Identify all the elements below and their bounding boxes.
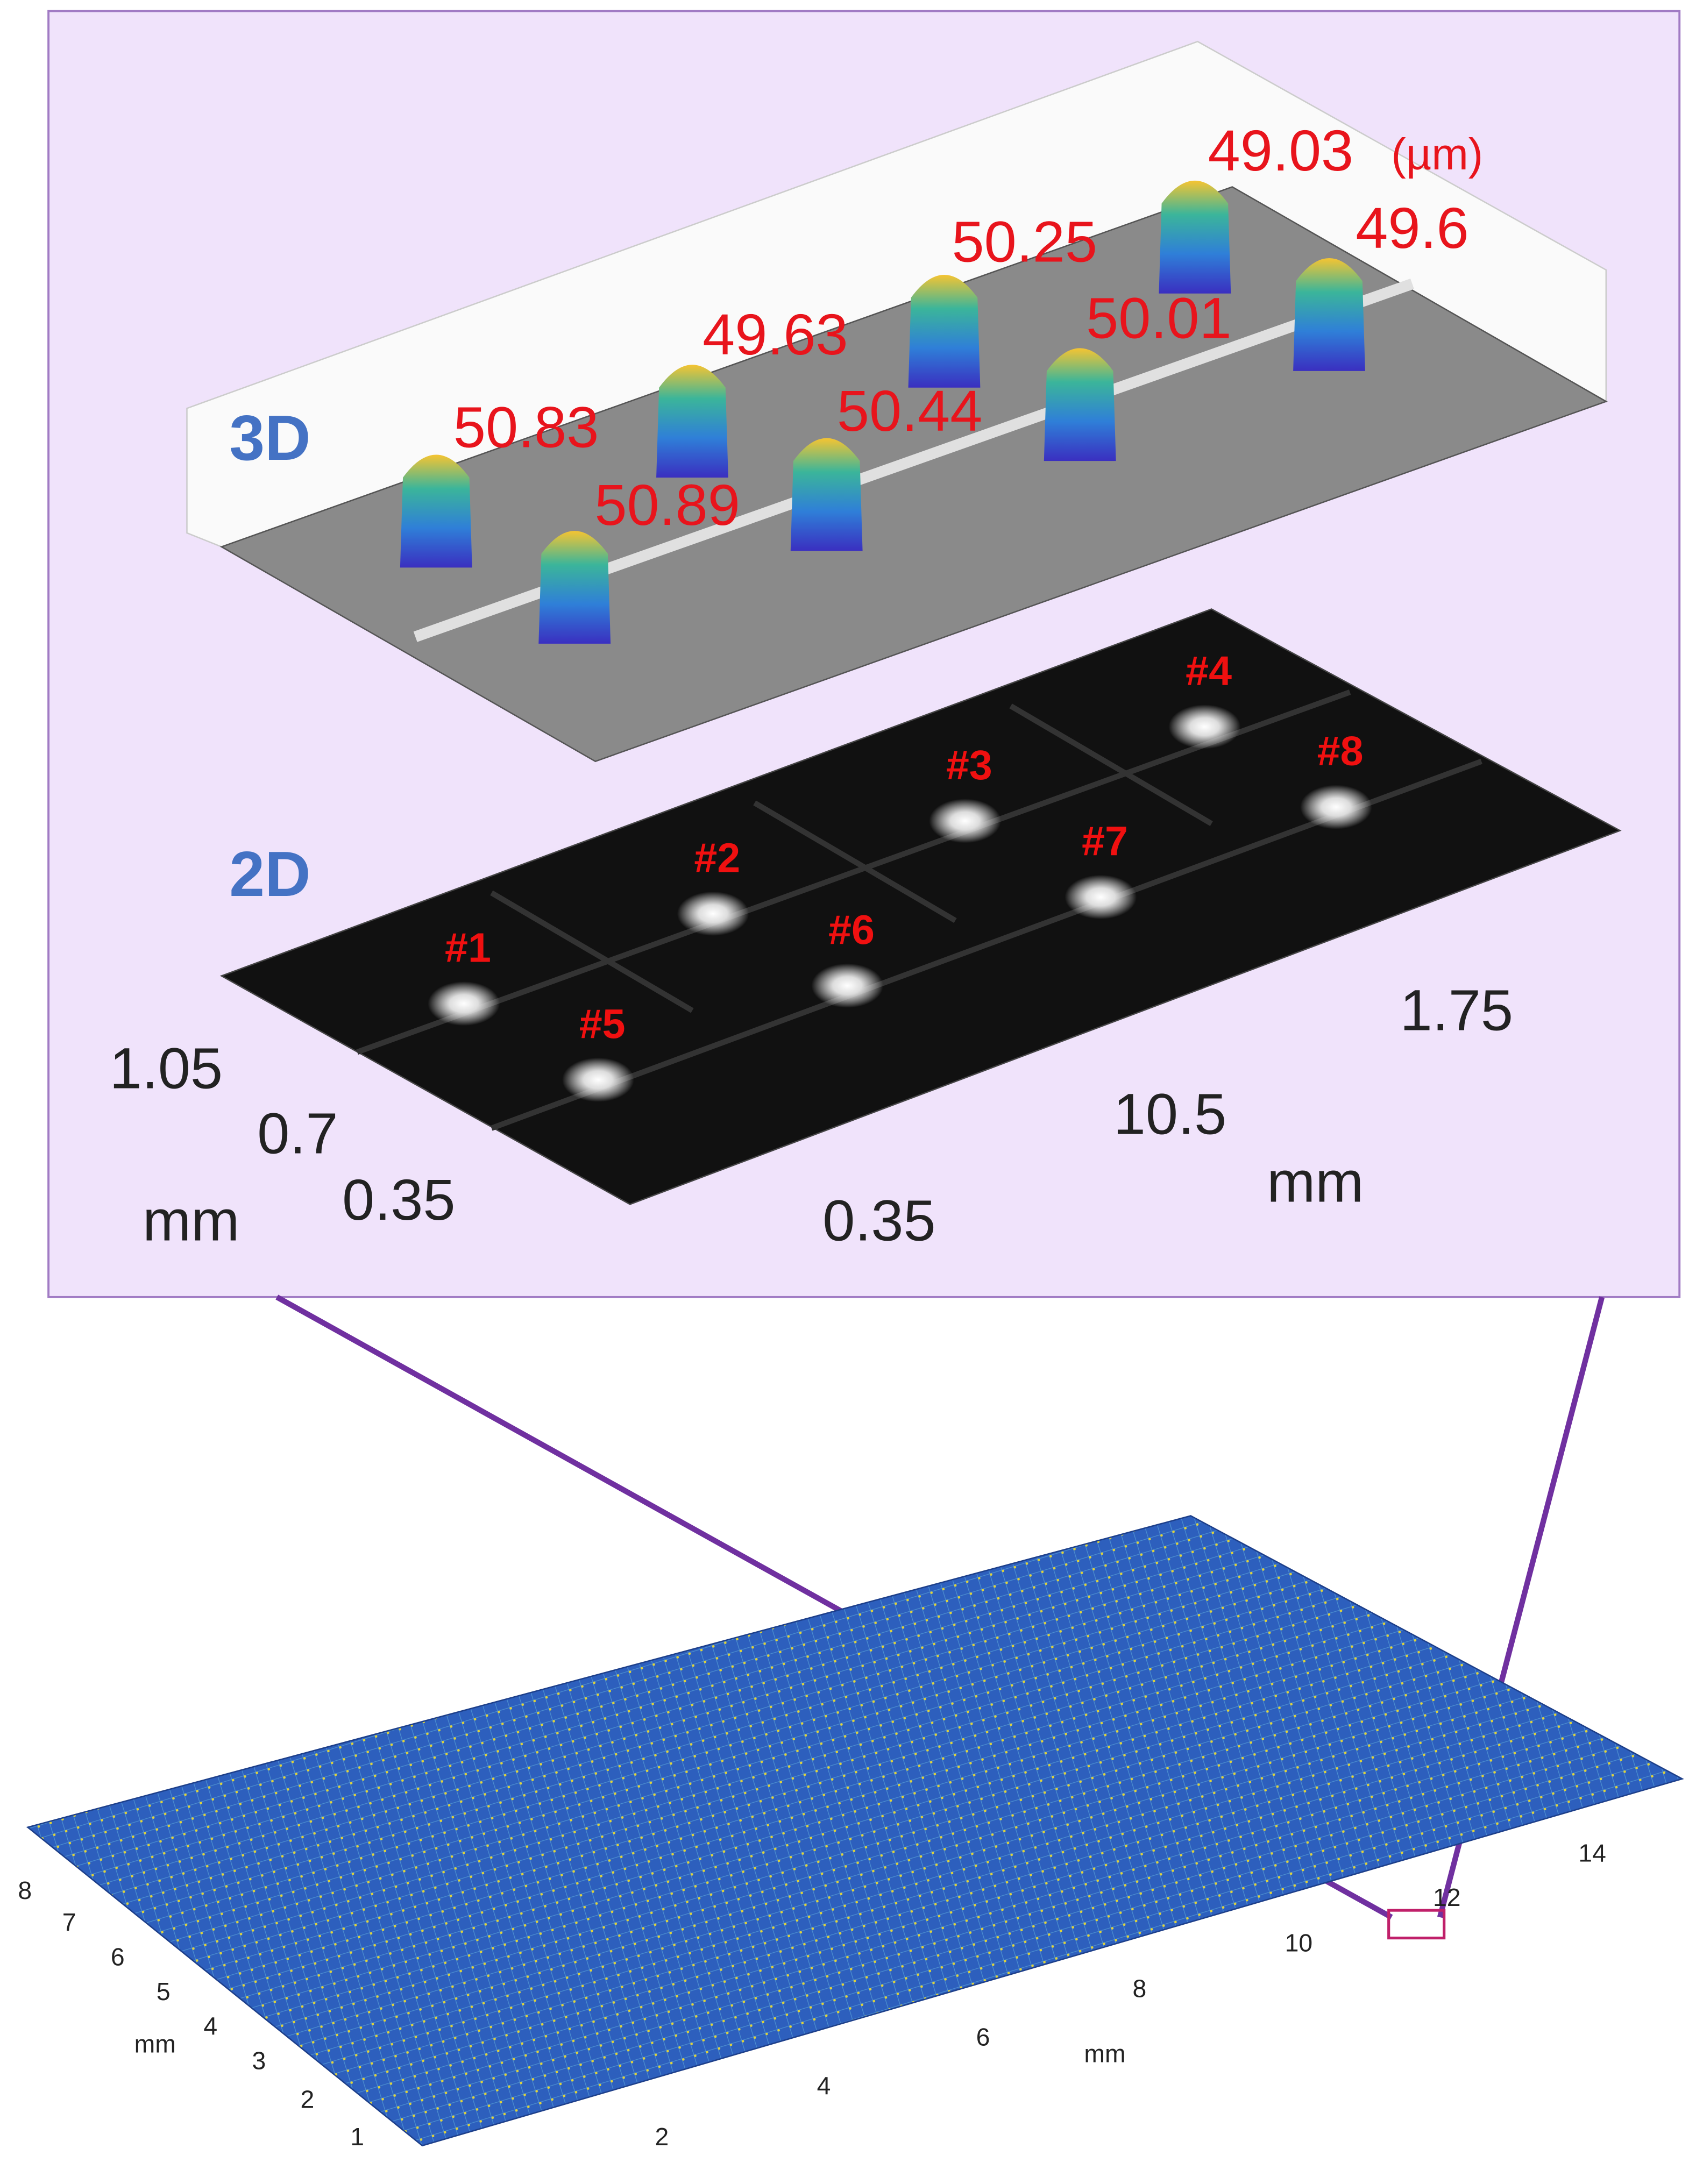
cell-border <box>753 800 957 923</box>
right-tick: 10.5 <box>1113 1081 1226 1146</box>
cell-border <box>1009 703 1213 826</box>
pillar-id: #6 <box>828 907 875 953</box>
x-tick-label: 14 <box>1578 1839 1606 1867</box>
height-label: 50.83 <box>453 395 599 460</box>
cell-border <box>490 890 694 1013</box>
label-3d: 3D <box>229 403 310 474</box>
right-axis-label: mm <box>1267 1149 1364 1214</box>
x-tick-label: 2 <box>655 2123 669 2151</box>
pillar <box>538 531 611 644</box>
zoom-box <box>1387 1909 1446 1940</box>
cell-border <box>356 689 1351 1055</box>
unit-label: (µm) <box>1391 130 1483 179</box>
x-axis-label: mm <box>1084 2040 1125 2068</box>
x-tick-label: 4 <box>817 2072 831 2100</box>
height-label: 50.89 <box>594 472 740 537</box>
y-tick-label: 7 <box>62 1908 76 1936</box>
spot <box>811 963 884 1008</box>
pillar-id: #7 <box>1082 819 1128 865</box>
pillar <box>1293 258 1365 371</box>
pillar-id: #1 <box>445 925 491 971</box>
label-2d: 2D <box>229 839 310 910</box>
right-tick: 1.75 <box>1400 977 1513 1042</box>
pillar <box>400 454 472 568</box>
pillar-id: #4 <box>1186 648 1232 694</box>
spot <box>428 981 500 1026</box>
height-label: 49.6 <box>1356 195 1468 260</box>
pillar <box>790 438 863 551</box>
height-label: 50.44 <box>837 378 982 443</box>
left-axis-label: mm <box>143 1188 239 1253</box>
spot <box>1300 785 1372 829</box>
pillar-id: #5 <box>579 1001 626 1047</box>
height-label: 49.63 <box>703 302 848 367</box>
x-tick-label: 12 <box>1433 1883 1461 1911</box>
height-label: 50.01 <box>1086 285 1231 350</box>
spot <box>677 891 749 936</box>
y-tick-label: 8 <box>18 1876 32 1904</box>
x-tick-label: 8 <box>1133 1975 1147 2003</box>
pillar <box>908 274 981 388</box>
pillar-id: #8 <box>1317 728 1364 774</box>
y-tick-label: 6 <box>111 1943 125 1970</box>
pillar <box>1159 180 1231 294</box>
y-tick-label: 1 <box>350 2123 364 2151</box>
left-tick: 1.05 <box>110 1035 223 1100</box>
y-tick-label: 4 <box>203 2012 217 2040</box>
y-axis-label: mm <box>134 2030 176 2058</box>
spot <box>1065 874 1137 920</box>
y-tick-label: 5 <box>157 1977 171 2005</box>
left-tick: 0.35 <box>342 1167 455 1232</box>
right-tick: 0.35 <box>822 1188 935 1253</box>
spot <box>929 799 1001 843</box>
pillar <box>656 365 728 478</box>
x-tick-label: 10 <box>1285 1929 1313 1957</box>
pillar-id: #3 <box>946 742 992 788</box>
height-label: 49.03 <box>1208 118 1353 183</box>
y-tick-label: 3 <box>252 2046 266 2074</box>
pillar <box>1044 348 1116 461</box>
spot <box>562 1057 634 1102</box>
overview-surface <box>26 1515 1684 2147</box>
left-tick: 0.7 <box>257 1100 338 1165</box>
y-tick-label: 2 <box>301 2086 315 2114</box>
height-label: 50.25 <box>952 209 1097 274</box>
x-tick-label: 6 <box>976 2023 990 2051</box>
pillar-id: #2 <box>694 835 740 881</box>
spot <box>1168 705 1241 749</box>
